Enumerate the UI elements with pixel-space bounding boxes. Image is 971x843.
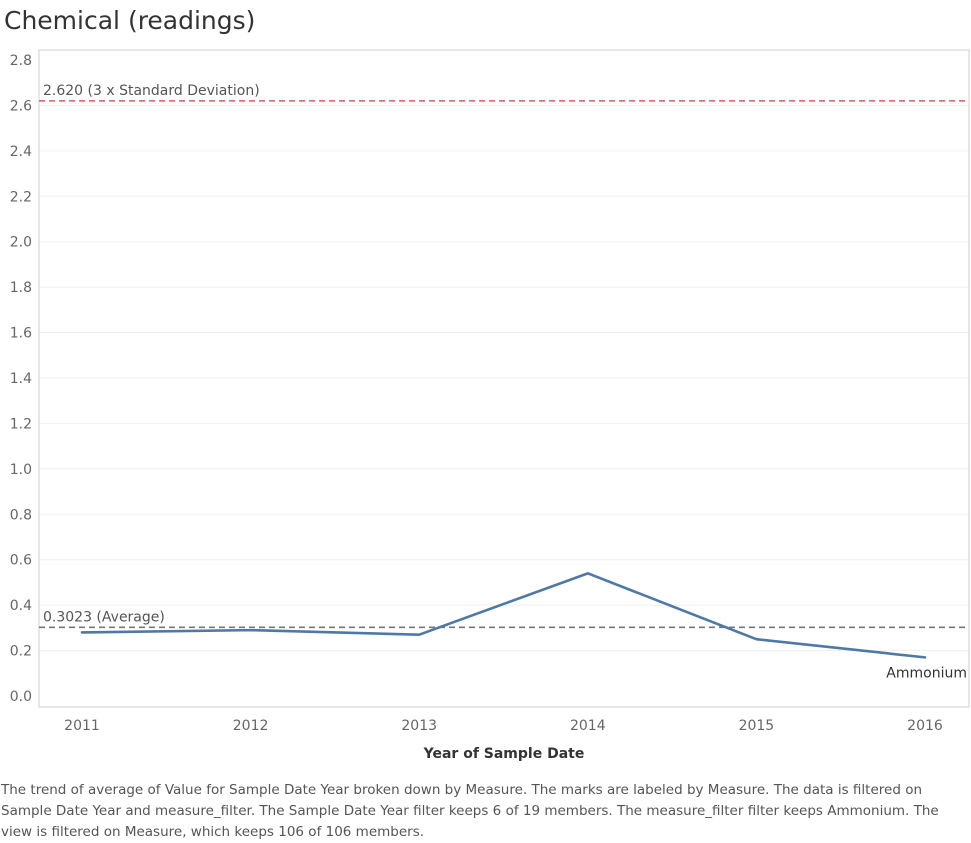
gridlines — [39, 104, 969, 652]
series-label: Ammonium — [886, 665, 967, 681]
y-tick-label: 2.4 — [10, 144, 32, 160]
y-tick-label: 0.0 — [10, 689, 32, 705]
y-tick-label: 2.0 — [10, 235, 32, 251]
y-tick-label: 2.2 — [10, 189, 32, 205]
series-line — [80, 572, 927, 659]
reference-line-label: 2.620 (3 x Standard Deviation) — [43, 83, 260, 99]
x-tick-label: 2011 — [64, 718, 100, 734]
y-tick-label: 0.6 — [10, 553, 32, 569]
x-tick-label: 2012 — [233, 718, 269, 734]
y-tick-label: 1.8 — [10, 280, 32, 296]
plot-area — [38, 49, 970, 708]
reference-lines: 2.620 (3 x Standard Deviation) 0.3023 (Av… — [39, 83, 969, 629]
chart-caption: The trend of average of Value for Sample… — [1, 782, 939, 840]
y-tick-label: 0.8 — [10, 507, 32, 523]
x-tick-label: 2016 — [907, 718, 943, 734]
x-axis: 2011 2012 2013 2014 2015 2016 — [64, 718, 943, 734]
x-tick-label: 2015 — [739, 718, 775, 734]
reference-line-label: 0.3023 (Average) — [43, 609, 165, 625]
y-tick-label: 0.4 — [10, 598, 32, 614]
series-layer: Ammonium — [80, 572, 967, 681]
x-axis-title: Year of Sample Date — [423, 746, 585, 762]
y-tick-label: 2.6 — [10, 98, 32, 114]
x-tick-label: 2014 — [570, 718, 606, 734]
y-tick-label: 1.0 — [10, 462, 32, 478]
y-tick-label: 1.2 — [10, 416, 32, 432]
chart-title: Chemical (readings) — [4, 6, 256, 35]
y-tick-label: 1.4 — [10, 371, 32, 387]
y-axis: 0.0 0.2 0.4 0.6 0.8 1.0 1.2 1.4 1.6 1.8 2.0 2.2 2.4 2… — [10, 53, 32, 705]
x-tick-label: 2013 — [401, 718, 437, 734]
y-tick-label: 2.8 — [10, 53, 32, 69]
y-tick-label: 1.6 — [10, 326, 32, 342]
y-tick-label: 0.2 — [10, 644, 32, 660]
